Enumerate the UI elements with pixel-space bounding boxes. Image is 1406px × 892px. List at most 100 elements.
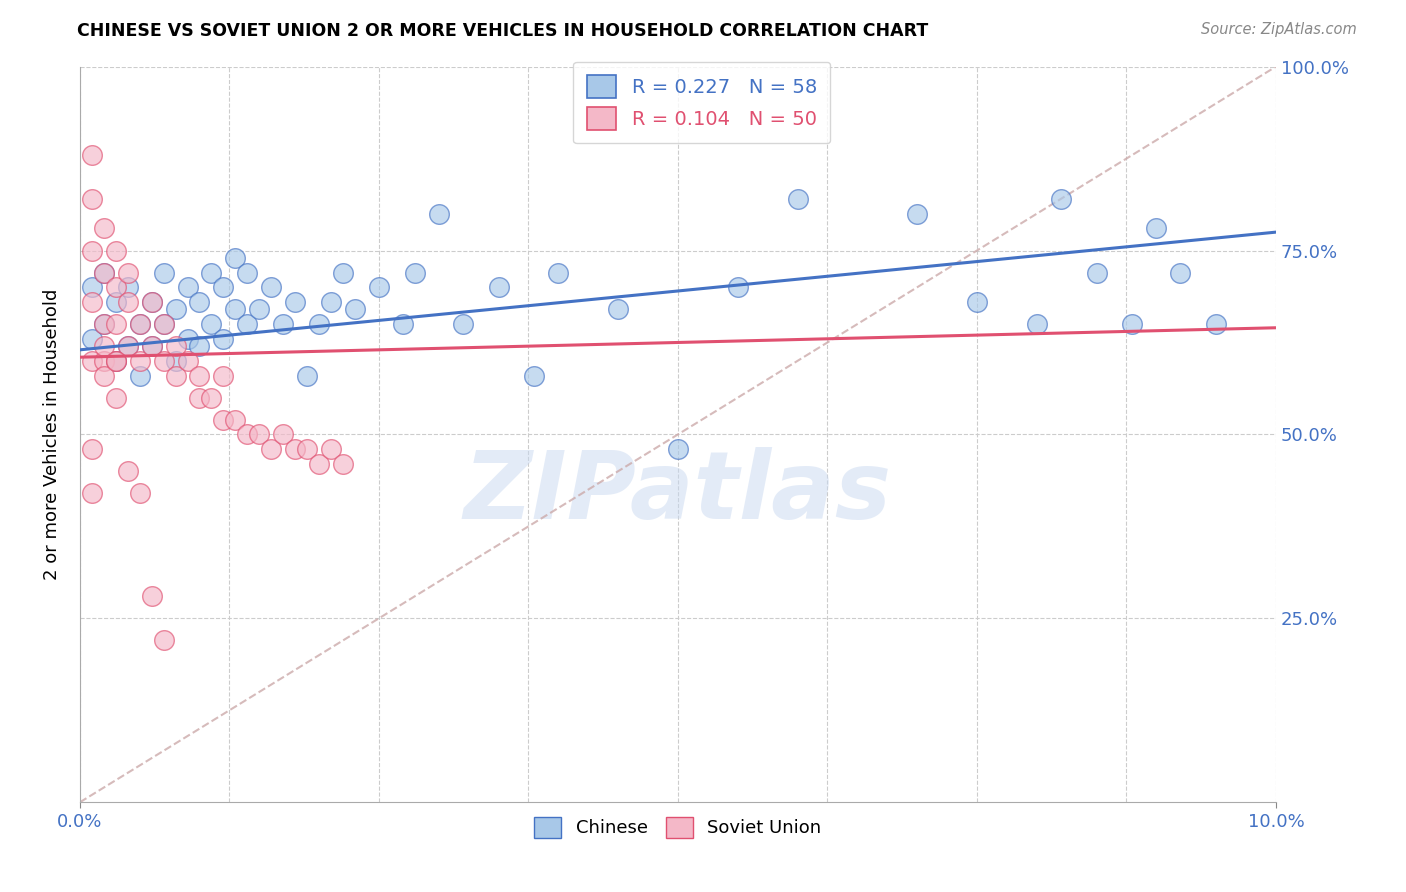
Point <box>451 317 474 331</box>
Point <box>128 354 150 368</box>
Point <box>104 354 127 368</box>
Point <box>128 368 150 383</box>
Point <box>128 317 150 331</box>
Point <box>188 339 211 353</box>
Point <box>260 280 283 294</box>
Point <box>271 427 294 442</box>
Legend: Chinese, Soviet Union: Chinese, Soviet Union <box>527 809 828 845</box>
Point <box>224 302 246 317</box>
Point <box>117 266 139 280</box>
Point <box>80 442 103 457</box>
Point <box>284 295 307 310</box>
Point <box>200 266 222 280</box>
Point <box>547 266 569 280</box>
Point <box>104 354 127 368</box>
Text: Source: ZipAtlas.com: Source: ZipAtlas.com <box>1201 22 1357 37</box>
Point <box>93 368 115 383</box>
Point <box>188 368 211 383</box>
Point <box>1085 266 1108 280</box>
Point <box>152 266 174 280</box>
Point <box>966 295 988 310</box>
Point <box>332 266 354 280</box>
Point <box>80 486 103 500</box>
Point <box>212 280 235 294</box>
Point <box>117 339 139 353</box>
Point <box>165 302 187 317</box>
Point <box>905 207 928 221</box>
Point <box>212 332 235 346</box>
Point <box>1205 317 1227 331</box>
Point <box>188 295 211 310</box>
Point <box>80 332 103 346</box>
Point <box>104 280 127 294</box>
Point <box>93 317 115 331</box>
Point <box>80 295 103 310</box>
Point <box>308 457 330 471</box>
Point <box>247 427 270 442</box>
Point <box>236 317 259 331</box>
Point <box>152 633 174 648</box>
Point <box>1168 266 1191 280</box>
Point <box>104 354 127 368</box>
Point <box>212 368 235 383</box>
Point <box>152 354 174 368</box>
Point <box>319 295 342 310</box>
Point <box>93 317 115 331</box>
Point <box>1049 192 1071 206</box>
Point <box>295 368 318 383</box>
Point <box>141 295 163 310</box>
Point <box>271 317 294 331</box>
Point <box>212 413 235 427</box>
Point <box>93 339 115 353</box>
Point <box>141 339 163 353</box>
Point <box>117 464 139 478</box>
Point <box>607 302 630 317</box>
Point <box>200 391 222 405</box>
Point <box>117 295 139 310</box>
Point <box>176 332 198 346</box>
Point <box>128 317 150 331</box>
Point <box>176 280 198 294</box>
Point <box>152 317 174 331</box>
Point <box>308 317 330 331</box>
Point <box>80 244 103 258</box>
Point <box>104 317 127 331</box>
Point <box>319 442 342 457</box>
Point <box>224 413 246 427</box>
Point <box>93 266 115 280</box>
Point <box>488 280 510 294</box>
Point <box>128 486 150 500</box>
Point <box>165 339 187 353</box>
Point <box>666 442 689 457</box>
Point <box>141 339 163 353</box>
Point <box>427 207 450 221</box>
Point <box>104 295 127 310</box>
Point <box>200 317 222 331</box>
Point <box>224 251 246 265</box>
Point <box>284 442 307 457</box>
Point <box>93 221 115 235</box>
Point <box>236 266 259 280</box>
Point <box>1144 221 1167 235</box>
Point <box>93 354 115 368</box>
Point <box>176 354 198 368</box>
Point <box>165 368 187 383</box>
Point <box>367 280 389 294</box>
Point <box>786 192 808 206</box>
Point <box>727 280 749 294</box>
Point <box>80 280 103 294</box>
Point <box>523 368 546 383</box>
Point <box>152 317 174 331</box>
Point <box>343 302 366 317</box>
Text: CHINESE VS SOVIET UNION 2 OR MORE VEHICLES IN HOUSEHOLD CORRELATION CHART: CHINESE VS SOVIET UNION 2 OR MORE VEHICL… <box>77 22 928 40</box>
Point <box>80 148 103 162</box>
Point <box>141 295 163 310</box>
Y-axis label: 2 or more Vehicles in Household: 2 or more Vehicles in Household <box>44 289 60 580</box>
Point <box>165 354 187 368</box>
Text: ZIPatlas: ZIPatlas <box>464 447 891 540</box>
Point <box>1025 317 1047 331</box>
Point <box>247 302 270 317</box>
Point <box>141 589 163 603</box>
Point <box>104 391 127 405</box>
Point <box>104 244 127 258</box>
